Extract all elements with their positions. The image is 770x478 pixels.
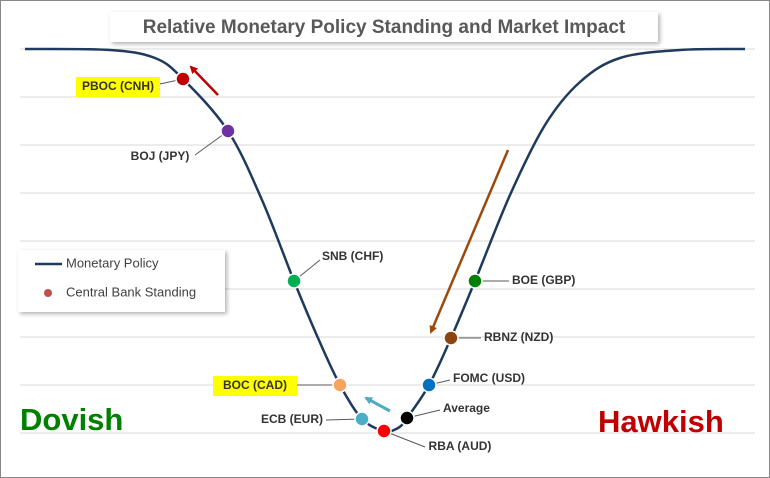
node-label: BOJ (JPY) (131, 149, 190, 163)
node-label: RBNZ (NZD) (484, 330, 553, 344)
node (332, 377, 348, 393)
node (376, 423, 392, 439)
legend-box (18, 250, 225, 312)
legend-label: Monetary Policy (66, 255, 159, 270)
region-label: Hawkish (598, 404, 724, 439)
node-label: ECB (EUR) (261, 412, 323, 426)
legend-label: Central Bank Standing (66, 284, 196, 299)
nodes: PBOC (CNH) BOJ (JPY) SNB (CHF) BOC (CAD) ECB… (76, 71, 575, 453)
node-label: RBA (AUD) (429, 439, 492, 453)
node-label: BOE (GBP) (512, 273, 575, 287)
node (467, 273, 483, 289)
region-label: Dovish (20, 402, 123, 437)
node (175, 71, 191, 87)
node (354, 411, 370, 427)
node-label: BOC (CAD) (223, 378, 287, 392)
arrow (189, 65, 219, 96)
title: Relative Monetary Policy Standing and Ma… (143, 17, 626, 38)
node (421, 377, 437, 393)
node (220, 123, 236, 139)
legend-swatch (44, 289, 52, 297)
node-label: Average (443, 401, 490, 415)
label-highlight (213, 376, 297, 396)
title-box (110, 12, 658, 42)
node-label: SNB (CHF) (322, 249, 383, 263)
node (399, 410, 415, 426)
label-highlight (76, 77, 160, 97)
node (443, 330, 459, 346)
arrow (364, 396, 391, 413)
legend: Monetary Policy Central Bank Standing (18, 250, 225, 312)
node-label: PBOC (CNH) (82, 79, 154, 93)
node (286, 273, 302, 289)
node-label: FOMC (USD) (453, 371, 525, 385)
arrow (429, 149, 510, 334)
